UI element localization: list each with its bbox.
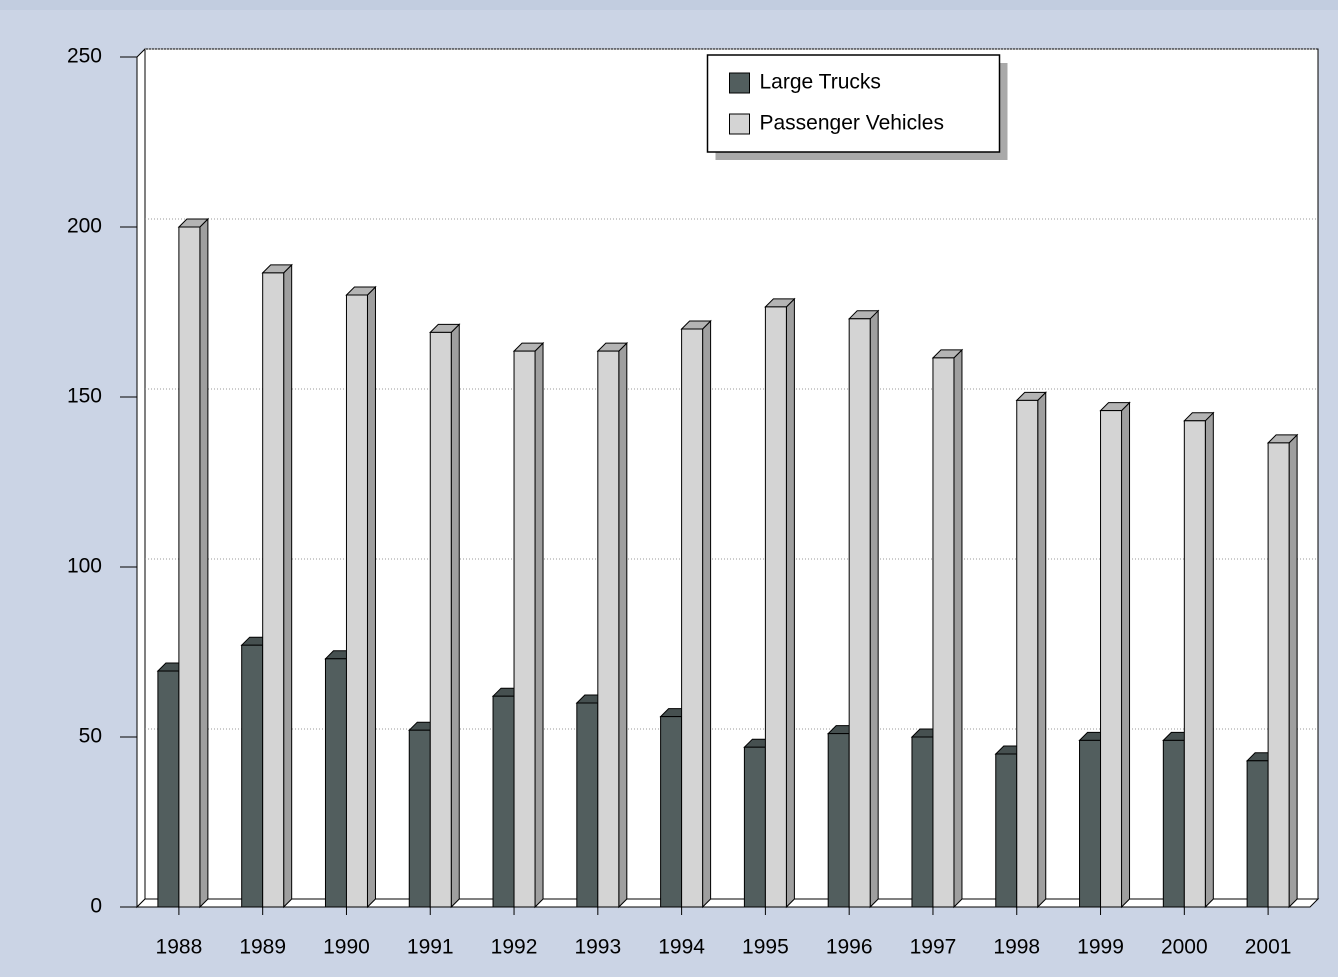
bar-side bbox=[618, 341, 628, 909]
bar bbox=[1015, 391, 1047, 909]
y-tick-label: 200 bbox=[67, 215, 102, 238]
bar-side bbox=[1288, 433, 1298, 909]
bar bbox=[1099, 401, 1131, 909]
legend-label: Passenger Vehicles bbox=[760, 112, 944, 135]
bar bbox=[1266, 433, 1299, 909]
bar-side bbox=[450, 323, 460, 909]
legend bbox=[706, 54, 1001, 153]
bar bbox=[1183, 411, 1215, 909]
bar-front bbox=[681, 328, 704, 908]
bar-side bbox=[1121, 401, 1131, 909]
bar-side bbox=[785, 297, 795, 909]
x-tick-label: 1999 bbox=[1077, 936, 1124, 959]
x-tick-label: 2001 bbox=[1245, 936, 1292, 959]
bar-side bbox=[534, 341, 544, 909]
bar-side bbox=[702, 319, 712, 909]
bar bbox=[931, 348, 964, 909]
bar bbox=[680, 319, 712, 909]
bar bbox=[345, 285, 377, 909]
floor bbox=[135, 898, 1320, 908]
x-tick-label: 2000 bbox=[1161, 936, 1208, 959]
bar-front bbox=[848, 318, 871, 908]
bar-front bbox=[995, 753, 1018, 908]
bar-front bbox=[1079, 739, 1102, 908]
bar-front bbox=[408, 729, 431, 908]
bar-side bbox=[953, 348, 963, 909]
bar bbox=[596, 341, 629, 909]
bar-front bbox=[764, 306, 787, 908]
back-wall bbox=[144, 48, 1319, 900]
bar-side bbox=[869, 309, 879, 909]
left-wall bbox=[136, 47, 146, 909]
bar-front bbox=[743, 746, 766, 908]
bar bbox=[177, 217, 210, 909]
x-tick-label: 1990 bbox=[323, 936, 370, 959]
bar bbox=[847, 309, 880, 909]
bar-front bbox=[1267, 442, 1290, 908]
bar-front bbox=[157, 670, 180, 908]
bar-front bbox=[827, 733, 850, 908]
y-tick-label: 150 bbox=[67, 385, 102, 408]
bar-front bbox=[513, 350, 536, 908]
bar-front bbox=[345, 294, 368, 908]
bar-side bbox=[1037, 391, 1047, 909]
bar-front bbox=[1246, 760, 1269, 908]
x-tick-label: 1993 bbox=[574, 936, 621, 959]
bar-front bbox=[241, 644, 264, 908]
bar-front bbox=[1016, 399, 1039, 908]
bar-side bbox=[283, 263, 293, 909]
top-band bbox=[0, 0, 1338, 10]
bar-front bbox=[1183, 420, 1206, 908]
x-tick-label: 1991 bbox=[407, 936, 454, 959]
bar bbox=[764, 297, 796, 909]
y-tick-label: 50 bbox=[79, 725, 102, 748]
legend-swatch bbox=[729, 113, 750, 135]
x-tick-label: 1988 bbox=[156, 936, 203, 959]
bar-front bbox=[262, 272, 285, 908]
bar-front bbox=[660, 716, 683, 908]
x-tick-label: 1998 bbox=[993, 936, 1040, 959]
bar-front bbox=[932, 357, 955, 908]
x-tick-label: 1989 bbox=[239, 936, 286, 959]
y-tick-label: 0 bbox=[90, 895, 102, 918]
x-tick-label: 1997 bbox=[910, 936, 957, 959]
bar-front bbox=[576, 702, 599, 908]
bar-front bbox=[597, 350, 620, 908]
y-tick-label: 250 bbox=[67, 45, 102, 68]
bar-front bbox=[492, 695, 515, 908]
bar-front bbox=[1100, 410, 1123, 908]
bar-front bbox=[178, 226, 201, 908]
x-tick-label: 1995 bbox=[742, 936, 789, 959]
bar-side bbox=[366, 285, 376, 909]
bar-side bbox=[1204, 411, 1214, 909]
y-tick-label: 100 bbox=[67, 555, 102, 578]
x-tick-label: 1992 bbox=[491, 936, 538, 959]
x-tick-label: 1994 bbox=[658, 936, 705, 959]
legend-swatch bbox=[729, 72, 750, 94]
bar-front bbox=[324, 658, 347, 908]
bar-front bbox=[1162, 739, 1185, 908]
legend-label: Large Trucks bbox=[760, 71, 881, 94]
x-tick-label: 1996 bbox=[826, 936, 873, 959]
bar-side bbox=[199, 217, 209, 909]
bar-front bbox=[429, 331, 452, 908]
bar bbox=[261, 263, 293, 909]
bar bbox=[512, 341, 545, 909]
bar bbox=[429, 323, 461, 909]
bar-front bbox=[911, 736, 934, 908]
